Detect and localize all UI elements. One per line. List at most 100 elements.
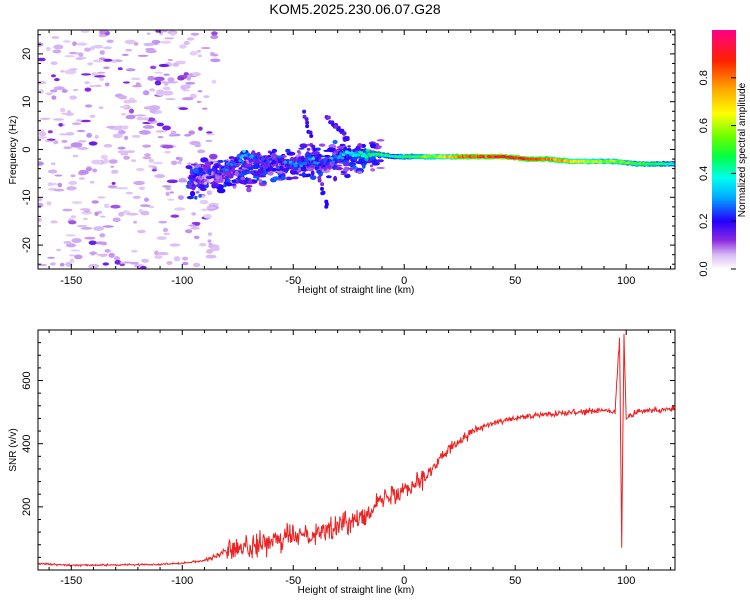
signal-speckle <box>246 187 252 193</box>
noise-speckle <box>186 37 195 41</box>
noise-speckle <box>182 89 191 92</box>
signal-speckle <box>286 151 296 156</box>
snr-frame <box>37 329 676 571</box>
noise-speckle <box>89 84 96 88</box>
noise-speckle <box>117 67 123 71</box>
trace-core <box>203 179 208 182</box>
noise-speckle <box>131 134 141 138</box>
snr-plot-area <box>38 333 675 568</box>
noise-speckle <box>38 197 43 202</box>
noise-speckle <box>92 59 104 63</box>
signal-speckle <box>198 194 202 198</box>
noise-speckle <box>128 108 135 114</box>
streak-speckle <box>345 136 350 140</box>
noise-speckle <box>47 256 56 259</box>
signal-speckle <box>375 159 384 163</box>
noise-speckle <box>177 76 185 81</box>
noise-speckle <box>65 262 73 267</box>
streak-speckle <box>308 130 313 135</box>
noise-speckle <box>71 238 82 244</box>
noise-speckle <box>207 232 212 237</box>
signal-speckle <box>259 179 263 183</box>
signal-speckle <box>347 145 351 148</box>
noise-speckle <box>169 191 174 194</box>
signal-speckle <box>376 139 385 142</box>
noise-speckle <box>39 117 51 121</box>
trace-core <box>364 155 369 159</box>
streak-speckle <box>313 151 318 155</box>
noise-speckle <box>80 227 93 230</box>
trace-core <box>338 154 342 158</box>
noise-speckle <box>93 44 104 49</box>
noise-speckle <box>112 127 123 131</box>
streak-speckle <box>305 120 310 125</box>
noise-speckle <box>191 72 201 77</box>
noise-speckle <box>161 80 167 84</box>
colorbar-tick-label: 0.8 <box>698 70 710 85</box>
streak-speckle <box>321 190 326 195</box>
noise-speckle <box>52 49 62 54</box>
noise-speckle <box>74 254 83 260</box>
noise-speckle <box>153 71 164 74</box>
signal-speckle <box>215 183 220 186</box>
snr-xtick-label: 100 <box>617 575 635 587</box>
noise-speckle <box>76 224 88 228</box>
signal-speckle <box>245 163 253 168</box>
signal-speckle <box>274 168 283 171</box>
snr-ytick-label: 200 <box>21 498 33 516</box>
noise-speckle <box>133 42 139 46</box>
noise-speckle <box>112 133 124 139</box>
trace-core <box>359 151 364 155</box>
noise-speckle <box>100 154 108 160</box>
noise-speckle <box>158 63 170 68</box>
noise-speckle <box>173 256 181 262</box>
noise-speckle <box>166 261 173 265</box>
trace-core <box>218 172 222 176</box>
noise-speckle <box>196 100 202 104</box>
noise-speckle <box>84 236 96 240</box>
streak-speckle <box>304 117 309 122</box>
noise-speckle <box>89 180 95 184</box>
noise-speckle <box>60 70 65 73</box>
signal-speckle <box>340 173 348 175</box>
noise-speckle <box>53 118 64 121</box>
signal-speckle <box>343 166 349 172</box>
noise-speckle <box>136 116 144 121</box>
noise-speckle <box>102 225 114 228</box>
noise-speckle <box>72 41 77 46</box>
noise-speckle <box>211 79 217 84</box>
noise-speckle <box>121 53 129 57</box>
noise-speckle <box>89 114 96 118</box>
signal-speckle <box>306 147 311 151</box>
noise-speckle <box>99 233 106 238</box>
noise-speckle <box>103 144 113 148</box>
noise-speckle <box>147 75 155 81</box>
noise-speckle <box>81 210 93 215</box>
signal-speckle <box>333 175 338 182</box>
trace-core <box>304 159 309 163</box>
noise-speckle <box>158 220 168 224</box>
noise-speckle <box>53 188 65 192</box>
noise-speckle <box>84 87 92 92</box>
noise-speckle <box>82 217 89 221</box>
trace-core <box>211 175 216 179</box>
trace-core <box>219 169 224 173</box>
noise-speckle <box>147 165 157 168</box>
noise-speckle <box>72 88 79 92</box>
noise-speckle <box>170 130 177 135</box>
signal-speckle <box>190 190 196 197</box>
noise-speckle <box>76 129 86 133</box>
noise-speckle <box>137 229 146 234</box>
signal-speckle <box>285 148 291 153</box>
signal-speckle <box>327 147 335 153</box>
signal-speckle <box>361 163 366 169</box>
noise-speckle <box>51 74 56 78</box>
noise-speckle <box>151 39 161 44</box>
noise-speckle <box>93 75 106 78</box>
noise-speckle <box>182 261 189 266</box>
noise-speckle <box>183 40 190 46</box>
trace-core <box>232 163 237 166</box>
signal-speckle <box>367 159 372 164</box>
trace-core <box>279 166 284 169</box>
trace-core <box>303 162 308 166</box>
